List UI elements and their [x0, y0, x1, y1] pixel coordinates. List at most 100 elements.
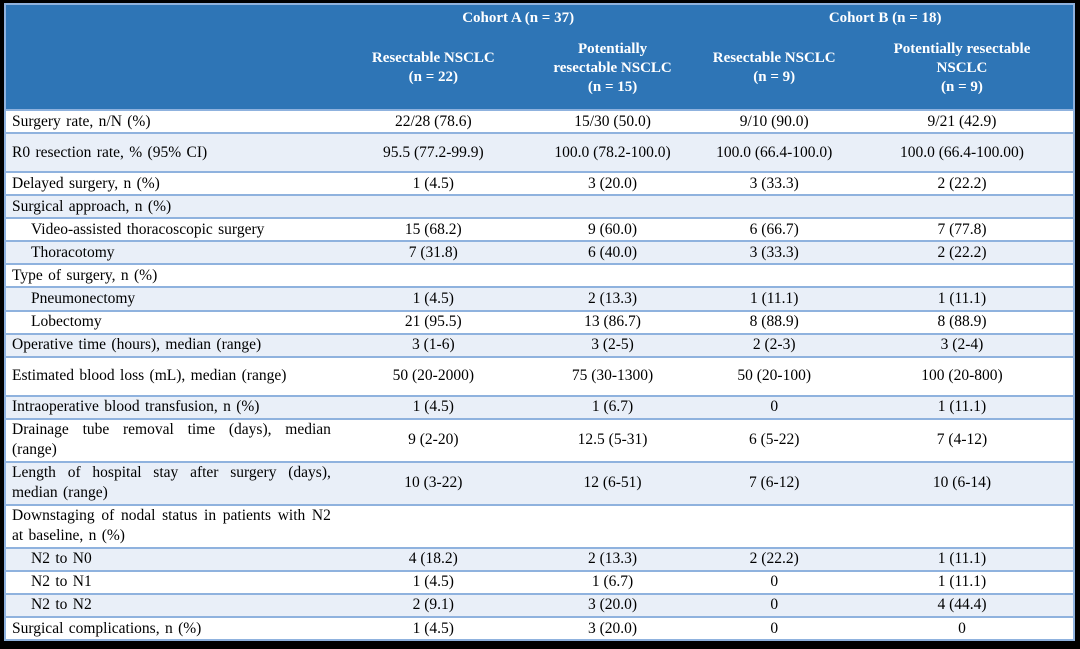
column-header-line: Potentially [577, 40, 648, 57]
cell-value: 1 (4.5) [412, 290, 454, 307]
cell-value: 12.5 (5-31) [577, 431, 648, 449]
cell-value: 100.0 (66.4-100.0) [716, 143, 833, 161]
cell-value: 3 (33.3) [749, 174, 799, 192]
column-header-n: (n = 9) [753, 69, 796, 85]
cell-value: 3 (2-5) [591, 336, 634, 354]
table-row: Pneumonectomy 1 (4.5) 2 (13.3) 1 (11.1) … [6, 286, 1073, 310]
cell-value: 9 (60.0) [588, 220, 638, 238]
cell-value: 1 (11.1) [937, 573, 987, 591]
cell-value: 2 (13.3) [588, 550, 638, 568]
cell-value: 13 (86.7) [584, 313, 641, 331]
table-row: Downstaging of nodal status in patients … [6, 503, 1073, 547]
cell-value: 12 (6-51) [583, 474, 642, 492]
cell-value: 3 (20.0) [588, 619, 638, 637]
table-header: Cohort A (n = 37) Cohort B (n = 18) Rese… [6, 5, 1073, 109]
table-row: Surgical approach, n (%) [6, 194, 1073, 218]
cell-value: 1 (6.7) [591, 398, 634, 416]
row-label: Downstaging of nodal status in patients … [12, 507, 331, 545]
surgery-outcomes-table: Cohort A (n = 37) Cohort B (n = 18) Rese… [4, 3, 1075, 641]
row-label: Surgical complications, n (%) [12, 619, 202, 637]
cohort-b-header: Cohort B (n = 18) [828, 9, 942, 26]
cell-value: 4 (18.2) [408, 550, 458, 568]
row-label: Length of hospital stay after surgery (d… [12, 464, 331, 502]
column-header-line: Resectable NSCLC [712, 50, 836, 66]
cell-value: 3 (2-4) [940, 336, 984, 354]
cell-value: 8 (88.9) [937, 313, 987, 331]
column-header-line: resectable NSCLC [553, 59, 672, 76]
cell-value: 2 (2-3) [752, 336, 796, 354]
cell-value: 3 (1-6) [412, 336, 455, 354]
table-row: Thoracotomy 7 (31.8) 6 (40.0) 3 (33.3) 2… [6, 240, 1073, 264]
cell-value: 6 (5-22) [749, 431, 800, 449]
cell-value: 0 [958, 619, 966, 637]
row-label: N2 to N1 [31, 573, 92, 591]
cell-value: 1 (4.5) [412, 174, 454, 192]
cell-value: 7 (6-12) [749, 474, 800, 492]
cohort-a-header: Cohort A (n = 37) [462, 9, 575, 26]
cell-value: 1 (11.1) [937, 398, 987, 416]
column-header-n: (n = 15) [587, 78, 638, 95]
table-row: Intraoperative blood transfusion, n (%) … [6, 394, 1073, 418]
table-row: Type of surgery, n (%) [6, 263, 1073, 287]
cell-value: 2 (22.2) [937, 174, 987, 192]
row-label: Thoracotomy [31, 243, 115, 261]
cell-value: 9 (2-20) [408, 431, 459, 449]
cell-value: 1 (4.5) [412, 573, 454, 591]
cell-value: 22/28 (78.6) [394, 112, 472, 130]
cell-value: 21 (95.5) [404, 313, 462, 331]
table-row: Length of hospital stay after surgery (d… [6, 460, 1073, 504]
cell-value: 0 [770, 619, 779, 637]
cell-value: 1 (11.1) [937, 290, 987, 307]
cell-value: 2 (9.1) [412, 596, 454, 614]
cell-value: 15 (68.2) [404, 220, 462, 238]
cell-value: 1 (11.1) [749, 290, 799, 307]
row-label: Pneumonectomy [31, 290, 136, 308]
cell-value: 1 (4.5) [412, 619, 454, 637]
cell-value: 8 (88.9) [749, 313, 799, 331]
row-label: Surgical approach, n (%) [12, 197, 172, 215]
cell-value: 6 (40.0) [588, 243, 638, 261]
cell-value: 10 (3-22) [404, 474, 463, 492]
cell-value: 3 (20.0) [588, 174, 638, 192]
cell-value: 3 (33.3) [749, 243, 799, 261]
row-label: Intraoperative blood transfusion, n (%) [12, 398, 260, 416]
table-row: N2 to N1 1 (4.5) 1 (6.7) 0 1 (11.1) [6, 569, 1073, 593]
column-header-line: NSCLC [936, 59, 988, 76]
cell-value: 50 (20-100) [737, 367, 811, 385]
cell-value: 100 (20-800) [921, 367, 1003, 385]
row-label: Surgery rate, n/N (%) [12, 112, 151, 130]
cell-value: 100.0 (78.2-100.0) [554, 143, 671, 161]
row-label: R0 resection rate, % (95% CI) [12, 143, 208, 161]
table-row: R0 resection rate, % (95% CI) 95.5 (77.2… [6, 132, 1073, 172]
cell-value: 100.0 (66.4-100.00) [899, 143, 1024, 161]
cell-value: 15/30 (50.0) [574, 112, 651, 130]
cell-value: 50 (20-2000) [392, 367, 474, 385]
cell-value: 95.5 (77.2-99.9) [382, 143, 484, 161]
table-row: Delayed surgery, n (%) 1 (4.5) 3 (20.0) … [6, 171, 1073, 195]
cell-value: 4 (44.4) [937, 596, 987, 614]
row-label: Type of surgery, n (%) [12, 266, 158, 284]
table-row: Operative time (hours), median (range) 3… [6, 332, 1073, 356]
cell-value: 3 (20.0) [588, 596, 638, 614]
column-header: Resectable NSCLC (n = 22) [339, 49, 528, 87]
cell-value: 75 (30-1300) [571, 367, 654, 385]
cell-value: 1 (4.5) [412, 398, 454, 416]
table-row: Estimated blood loss (mL), median (range… [6, 355, 1073, 395]
cell-value: 9/21 (42.9) [927, 112, 997, 130]
cell-value: 7 (4-12) [936, 431, 988, 449]
cell-value: 2 (13.3) [588, 290, 638, 307]
row-label: Operative time (hours), median (range) [12, 336, 262, 354]
row-label: Delayed surgery, n (%) [12, 174, 160, 192]
row-label: Estimated blood loss (mL), median (range… [12, 367, 287, 385]
row-label: N2 to N0 [31, 550, 92, 568]
column-header-n: (n = 22) [408, 69, 458, 85]
cell-value: 6 (66.7) [749, 220, 799, 238]
column-header: Potentially resectable NSCLC (n = 9) [851, 40, 1073, 97]
row-label: Lobectomy [31, 313, 102, 331]
cell-value: 1 (11.1) [937, 550, 987, 568]
row-label: N2 to N2 [31, 596, 92, 614]
cohort-group-row: Cohort A (n = 37) Cohort B (n = 18) [6, 5, 1073, 31]
column-header: Resectable NSCLC (n = 9) [697, 49, 851, 87]
column-header-line: Resectable NSCLC [371, 50, 495, 66]
